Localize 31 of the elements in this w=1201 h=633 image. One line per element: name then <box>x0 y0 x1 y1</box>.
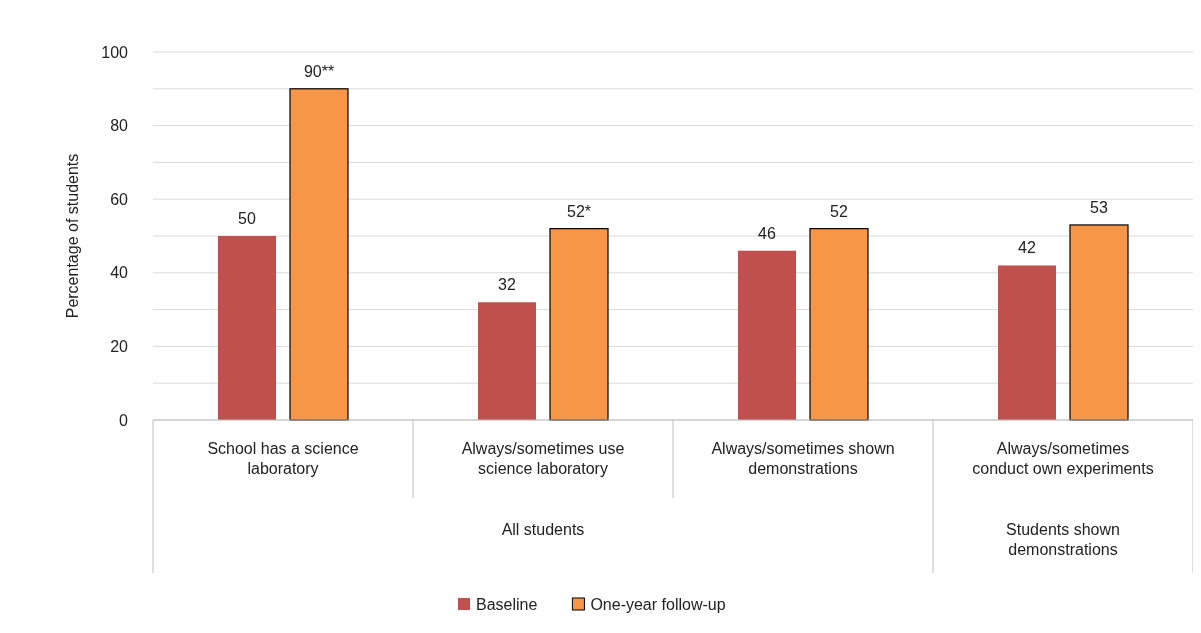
y-tick-label: 80 <box>110 117 129 135</box>
text: Students shown demonstrations <box>1006 521 1120 558</box>
y-tick-label: 0 <box>119 411 129 429</box>
data-label: 53 <box>1090 198 1108 216</box>
y-tick-label: 20 <box>110 338 129 355</box>
x-tick-label: School has a science laboratory <box>207 440 359 477</box>
legend-label: Baseline <box>476 596 538 613</box>
bar <box>998 265 1056 420</box>
bar <box>809 228 869 421</box>
data-label: 32 <box>498 276 516 294</box>
bar <box>549 228 609 421</box>
bar <box>289 88 349 421</box>
y-axis-title: Percentage of students <box>64 153 81 319</box>
bar <box>1069 224 1129 421</box>
data-label: 52 <box>830 202 848 220</box>
data-label: 42 <box>1018 239 1036 257</box>
x-tick-label: Always/sometimes shown demonstrations <box>711 440 895 477</box>
bar <box>478 302 536 420</box>
bar <box>738 250 796 420</box>
y-tick-label: 100 <box>101 43 129 61</box>
legend-label: One-year follow-up <box>590 596 726 613</box>
data-label: 90** <box>303 62 335 80</box>
x-tick-label: Always/sometimes conduct own experiments <box>972 440 1154 477</box>
text: All students <box>501 521 585 538</box>
bar <box>218 236 276 420</box>
y-tick-label: 40 <box>110 264 129 282</box>
x-tick-label: Always/sometimes use science laboratory <box>461 440 625 477</box>
data-label: 52* <box>566 202 592 220</box>
y-tick-label: 60 <box>110 190 129 208</box>
data-label: 46 <box>758 224 776 242</box>
data-label: 50 <box>238 210 256 227</box>
